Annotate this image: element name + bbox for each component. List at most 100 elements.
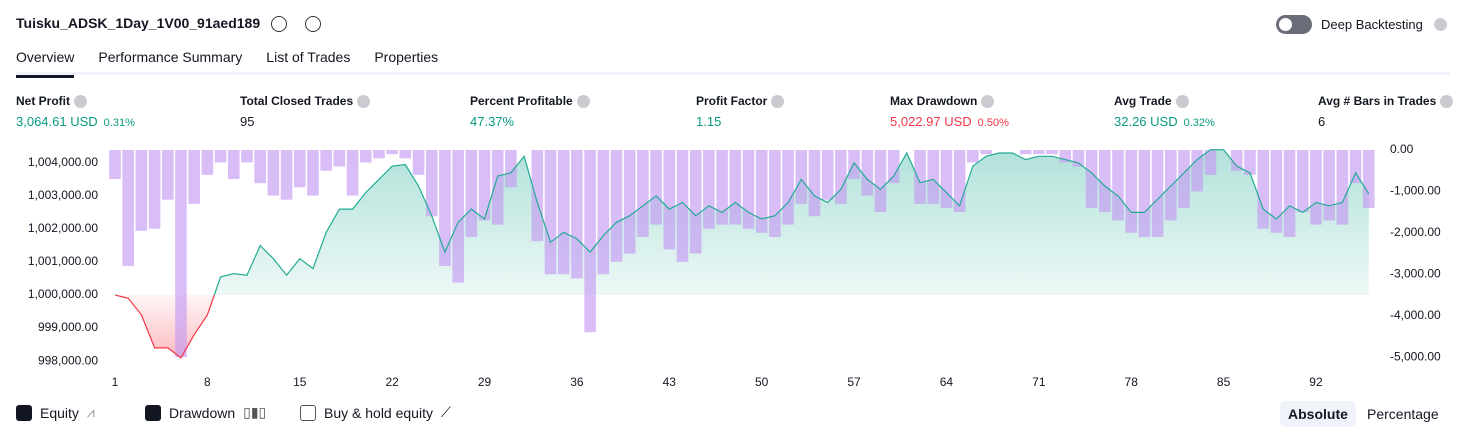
drawdown-bar: [1112, 150, 1124, 221]
drawdown-bar: [1296, 150, 1309, 213]
drawdown-bar: [623, 150, 636, 254]
metric-label: Percent Profitable: [470, 94, 590, 108]
drawdown-bar: [676, 150, 689, 262]
drawdown-bar: [412, 150, 425, 175]
y2-tick-label: -1,000.00: [1390, 184, 1441, 198]
x-tick-label: 78: [1125, 375, 1139, 389]
tab[interactable]: List of Trades: [266, 49, 351, 65]
drawdown-bar: [320, 150, 332, 171]
mode-button[interactable]: Absolute: [1280, 401, 1356, 427]
drawdown-bar: [148, 150, 161, 229]
metric-value: 1.15: [696, 114, 784, 129]
y2-tick-label: -5,000.00: [1390, 349, 1441, 363]
drawdown-bar: [637, 150, 649, 237]
drawdown-bar: [610, 150, 623, 262]
x-tick-label: 64: [940, 375, 954, 389]
drawdown-bar: [399, 150, 412, 159]
metric-value: 5,022.97 USD 0.50%: [890, 114, 1009, 129]
equity-area: [114, 149, 1369, 358]
drawdown-bar: [1257, 150, 1269, 229]
metric-name: Net Profit: [16, 94, 70, 108]
legend-drawdown[interactable]: Drawdown ▯▮▯: [145, 404, 266, 421]
y-tick-label: 1,004,000.00: [28, 155, 98, 169]
info-icon[interactable]: [576, 94, 590, 108]
legend-equity[interactable]: Equity ⩘: [16, 404, 95, 421]
drawdown-bar: [188, 150, 200, 204]
info-icon[interactable]: [357, 94, 371, 108]
y-tick-label: 1,001,000.00: [28, 254, 98, 268]
drawdown-bar: [241, 150, 253, 163]
metric-label: Net Profit: [16, 94, 135, 108]
legend-label: Buy & hold equity: [324, 404, 433, 421]
drawdown-bar: [1033, 150, 1045, 155]
info-icon[interactable]: [1440, 94, 1454, 108]
x-tick-label: 36: [570, 375, 584, 389]
drawdown-bar: [373, 150, 385, 159]
info-icon[interactable]: [981, 94, 995, 108]
drawdown-bar: [505, 150, 517, 188]
legend-label: Equity: [40, 404, 79, 421]
drawdown-bar: [307, 150, 319, 196]
drawdown-bar: [1072, 150, 1085, 167]
tab[interactable]: Performance Summary: [98, 49, 243, 65]
drawdown-bar: [808, 150, 821, 217]
metric-name: Total Closed Trades: [240, 94, 354, 108]
tab[interactable]: Properties: [374, 49, 439, 65]
metric-name: Profit Factor: [696, 94, 768, 108]
alert-icon[interactable]: [305, 16, 321, 32]
x-tick-label: 22: [385, 375, 399, 389]
drawdown-bar: [1244, 150, 1256, 175]
metric-amount: 1.15: [696, 114, 722, 129]
metric-value: 32.26 USD 0.32%: [1114, 114, 1215, 129]
drawdown-bar: [1270, 150, 1283, 233]
metric-label: Profit Factor: [696, 94, 785, 108]
settings-icon[interactable]: [271, 16, 287, 32]
drawdown-bar: [452, 150, 464, 283]
x-tick-label: 1: [112, 375, 119, 389]
drawdown-bar: [109, 150, 121, 179]
y-tick-label: 999,000.00: [38, 320, 98, 334]
x-tick-label: 43: [663, 375, 677, 389]
metric-name: Avg # Bars in Trades: [1318, 94, 1437, 108]
metric-label: Avg Trade: [1114, 94, 1215, 108]
metric-percent: 0.32%: [1183, 117, 1215, 129]
drawdown-bar: [1138, 150, 1151, 237]
drawdown-bar: [1283, 150, 1296, 237]
metric-amount: 95: [240, 114, 255, 129]
drawdown-bar: [729, 150, 742, 225]
help-icon[interactable]: [1434, 18, 1447, 31]
info-icon[interactable]: [771, 94, 785, 108]
mode-button[interactable]: Percentage: [1367, 406, 1439, 422]
metric-amount: 3,064.61 USD: [16, 114, 98, 129]
info-icon[interactable]: [74, 94, 87, 108]
y-tick-label: 998,000.00: [38, 353, 98, 367]
drawdown-bar: [465, 150, 478, 237]
x-tick-label: 8: [204, 375, 211, 389]
divider: [16, 72, 1450, 75]
drawdown-bar: [214, 150, 227, 163]
y-tick-label: 1,002,000.00: [28, 221, 98, 235]
info-icon[interactable]: [1175, 94, 1189, 108]
metric: Avg Trade 32.26 USD 0.32%: [1114, 94, 1215, 129]
metric-label: Avg # Bars in Trades: [1318, 94, 1454, 108]
tab[interactable]: Overview: [16, 49, 75, 78]
drawdown-bar: [650, 150, 662, 225]
drawdown-bar: [478, 150, 491, 221]
metric-percent: 0.31%: [103, 117, 135, 129]
drawdown-bar: [848, 150, 860, 179]
metric-value: 47.37%: [470, 114, 590, 129]
strategy-title: Tuisku_ADSK_1Day_1V00_91aed189: [16, 15, 261, 31]
drawdown-bar: [491, 150, 504, 225]
legend-buy-hold[interactable]: Buy & hold equity ⟋: [300, 404, 451, 421]
drawdown-bar: [227, 150, 240, 179]
drawdown-bar: [584, 150, 596, 333]
drawdown-bar: [1178, 150, 1190, 208]
drawdown-bar: [1323, 150, 1335, 221]
metric: Net Profit 3,064.61 USD 0.31%: [16, 94, 135, 129]
drawdown-bar: [293, 150, 306, 188]
chart: 998,000.00 999,000.00 1,000,000.00 1,001,00…: [28, 142, 1441, 389]
drawdown-bar: [161, 150, 174, 200]
deep-backtesting-toggle[interactable]: [1276, 15, 1312, 34]
drawdown-bar: [1099, 150, 1111, 213]
drawdown-bar: [386, 150, 398, 155]
